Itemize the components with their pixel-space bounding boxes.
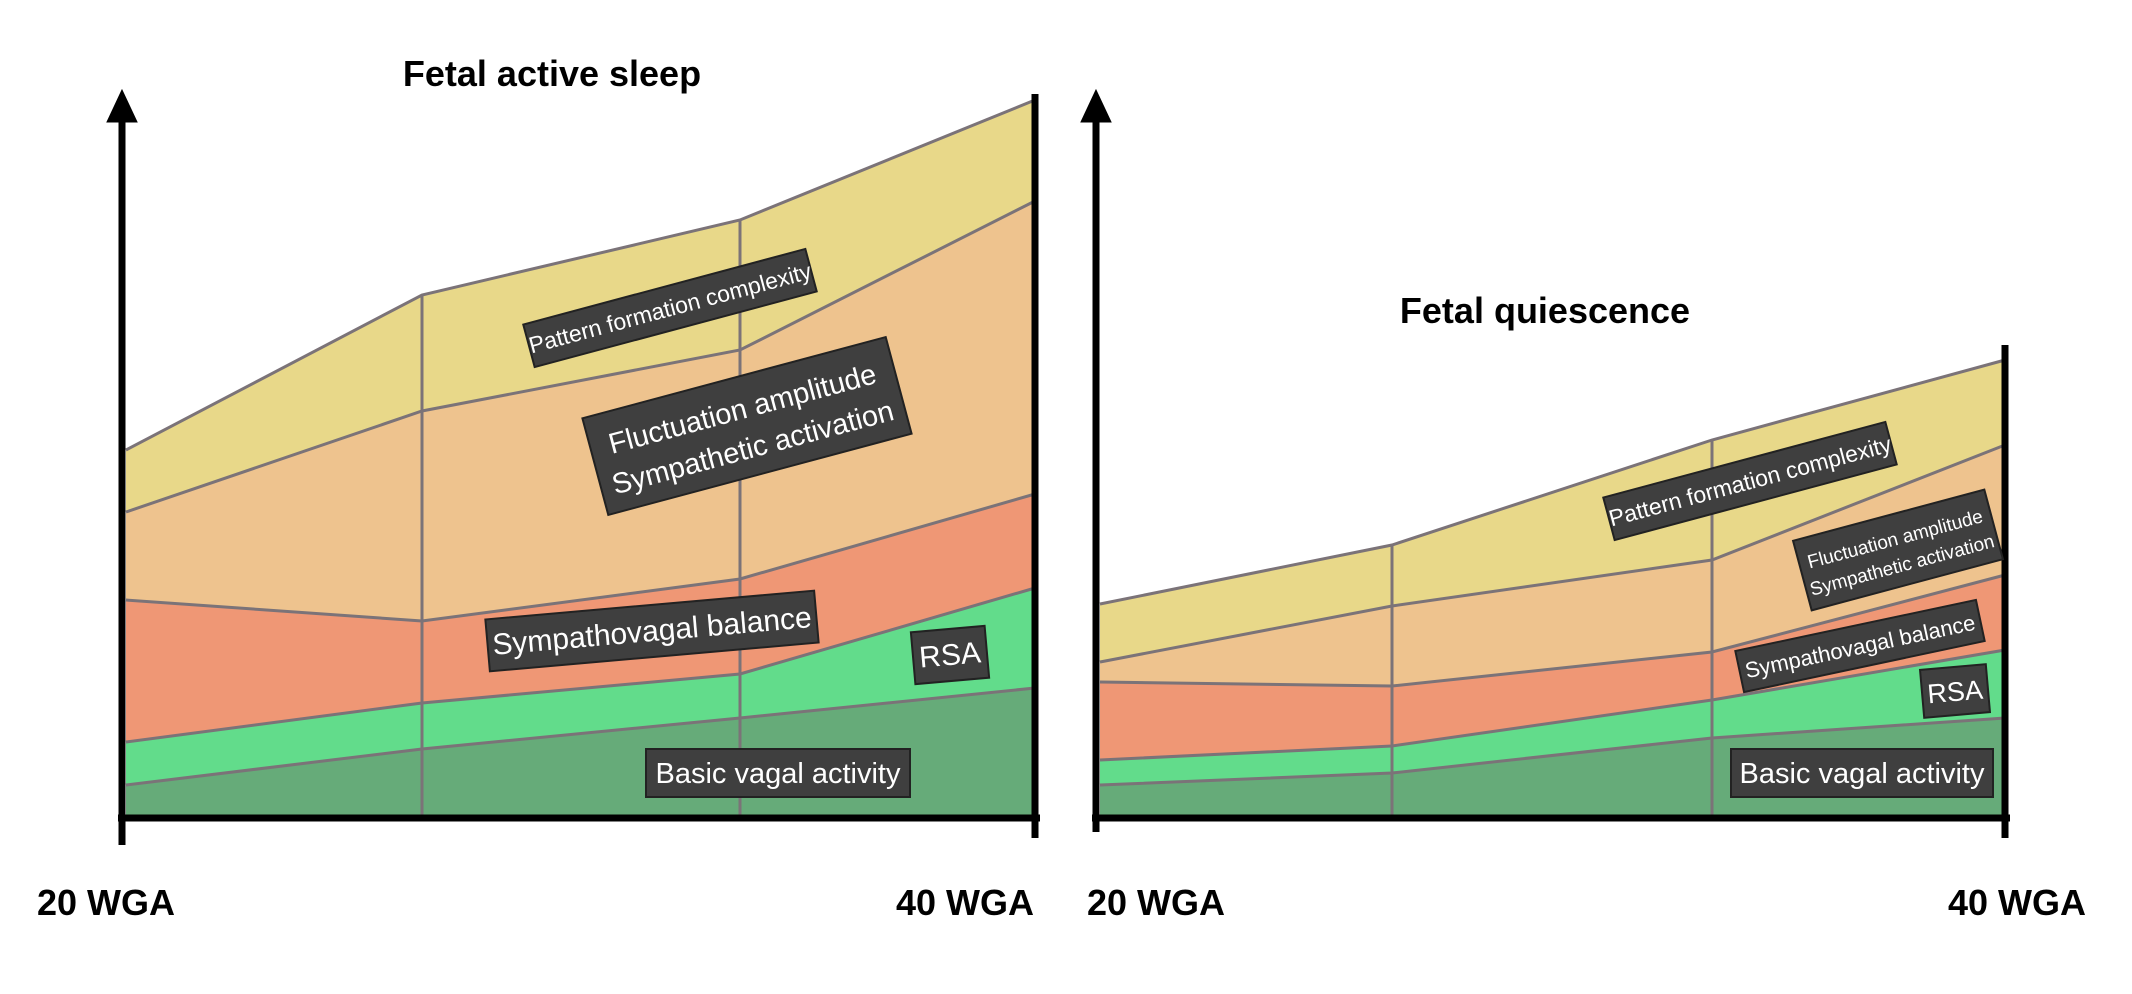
band-fluctuation [126,201,1035,621]
band-boundaries [1099,358,2006,818]
band-pattern [126,100,1035,512]
label-basic-vagal: Basic vagal activity [645,748,911,798]
label-rsa: RSA [909,624,991,686]
svg-text:RSA: RSA [918,636,982,674]
axes [106,88,1040,845]
band-rsa [126,588,1035,785]
band-boundaries [125,98,1036,818]
band-sympathovagal [1100,575,2005,760]
panel-active-sleep: Fetal active sleep Pattern formation [37,53,1040,923]
label-basic-vagal: Basic vagal activity [1730,748,1994,798]
svg-text:Basic vagal activity: Basic vagal activity [656,758,901,790]
label-rsa: RSA [1918,663,1992,719]
band-fluctuation [1100,445,2005,686]
panel-title: Fetal active sleep [403,53,701,94]
x-end-label: 40 WGA [896,882,1034,923]
band-rsa [1100,650,2005,785]
axes [1080,88,2010,838]
x-start-label: 20 WGA [37,882,175,923]
panel-title: Fetal quiescence [1400,290,1690,331]
x-start-label: 20 WGA [1087,882,1225,923]
x-end-label: 40 WGA [1948,882,2086,923]
svg-text:RSA: RSA [1926,675,1984,710]
panel-quiescence: Fetal quiescence Pattern formation compl… [1080,88,2086,923]
band-pattern [1100,360,2005,662]
svg-text:Basic vagal activity: Basic vagal activity [1740,758,1985,790]
